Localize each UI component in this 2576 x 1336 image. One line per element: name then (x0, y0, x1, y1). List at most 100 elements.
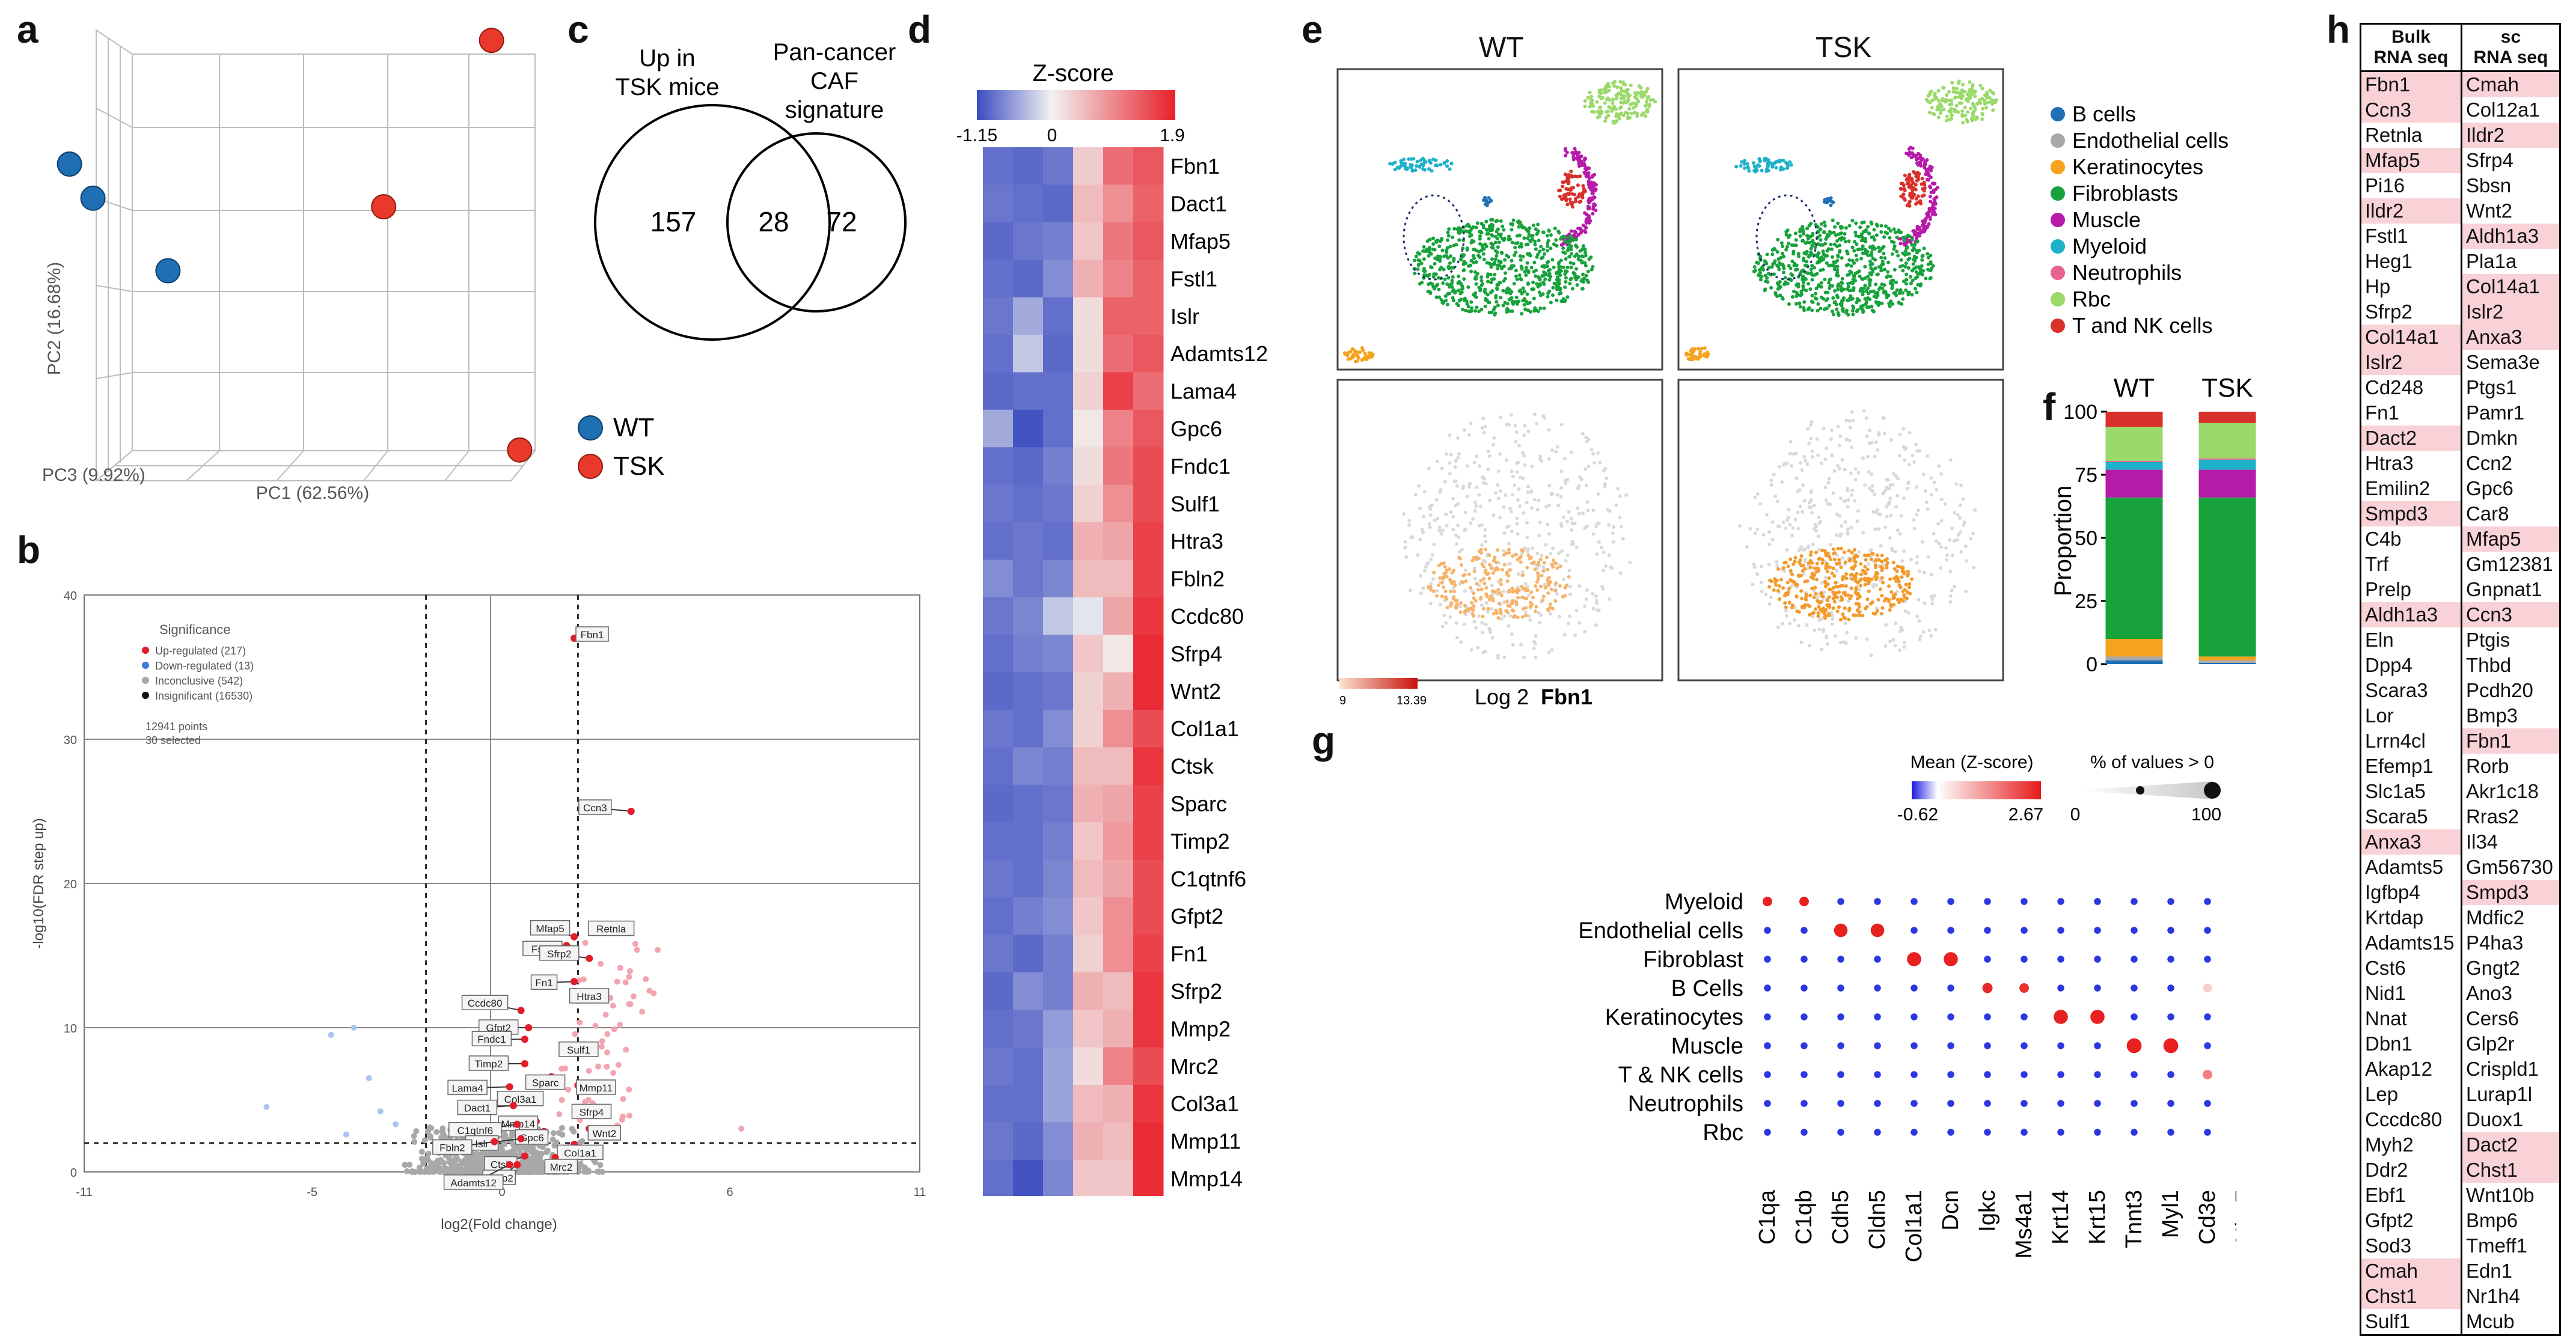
umap-fbn1-bg (1596, 451, 1600, 455)
volcano-point-sfrp2 (586, 955, 593, 962)
umap-fbn1-bg (1918, 569, 1921, 573)
umap-cell-rbc (1985, 96, 1989, 100)
umap-fbn1-expr (1491, 599, 1495, 603)
umap-cell-fibroblasts (1578, 249, 1582, 253)
umap-fbn1-bg (1612, 525, 1615, 529)
umap-cell-rbc (1937, 99, 1941, 103)
umap-fbn1-expr (1543, 561, 1546, 564)
umap-fbn1-bg (1431, 553, 1434, 557)
umap-cell-fibroblasts (1868, 271, 1872, 275)
heatmap-cell (983, 1122, 1014, 1160)
heatmap-cell (1043, 372, 1074, 410)
umap-fbn1-expr (1554, 581, 1558, 585)
heatmap-cell (1103, 897, 1134, 935)
umap-fbn1-expr (1551, 607, 1555, 611)
umap-cell-fibroblasts (1895, 250, 1898, 254)
umap-cell-fibroblasts (1862, 221, 1866, 224)
volcano-xtick: 11 (914, 1186, 926, 1199)
umap-fbn1-bg (1956, 513, 1960, 517)
umap-fbn1-expr (1472, 614, 1475, 618)
umap-fbn1-bg (1507, 563, 1511, 566)
heatmap-gene-mmp14: Mmp14 (1170, 1167, 1243, 1191)
umap-fbn1-bg (1564, 481, 1567, 485)
umap-cell-fibroblasts (1865, 300, 1868, 304)
umap-cell-fibroblasts (1427, 290, 1430, 293)
legend-down-marker (142, 662, 149, 669)
heatmap-cell (1133, 860, 1164, 898)
umap-cell-fibroblasts (1853, 279, 1857, 282)
volcano-points-note: 12941 points (145, 721, 207, 733)
heatmap-scale-max: 1.9 (1160, 126, 1185, 145)
umap-fbn1-bg (1939, 545, 1943, 549)
umap-fbn1-bg (1934, 628, 1938, 632)
umap-fbn1-bg (1765, 513, 1769, 516)
umap-cell-muscle (1582, 224, 1585, 227)
umap-fbn1-bg (1441, 528, 1445, 532)
umap-cell-fibroblasts (1455, 302, 1459, 305)
umap-fbn1-bg (1753, 565, 1757, 569)
umap-cell-fibroblasts (1446, 276, 1450, 279)
heatmap-cell (1133, 710, 1164, 748)
umap-fbn1-bg (1867, 563, 1870, 566)
volcano-point-insig (516, 1145, 522, 1151)
umap-cell-fibroblasts (1553, 227, 1557, 230)
umap-cell-fibroblasts (1538, 290, 1541, 294)
volcano-label-sfrp2: Sfrp2 (547, 948, 572, 960)
umap-cell-fibroblasts (1462, 277, 1466, 281)
umap-cell-fibroblasts (1910, 243, 1914, 246)
umap-fbn1-bg (1850, 493, 1853, 497)
umap-fbn1-bg (1869, 653, 1873, 657)
umap-cell-fibroblasts (1873, 258, 1877, 261)
umap-fbn1-bg (1865, 435, 1869, 438)
umap-fbn1-bg (1513, 424, 1517, 427)
umap-fbn1-bg (1616, 487, 1620, 490)
umap-fbn1-bg (1814, 529, 1818, 532)
umap-cell-fibroblasts (1532, 287, 1535, 291)
umap-cell-fibroblasts (1783, 282, 1787, 285)
umap-fbn1-bg (1443, 480, 1447, 484)
umap-cell-fibroblasts (1490, 278, 1494, 281)
heatmap-cell (1043, 1010, 1074, 1048)
umap-fbn1-bg (1866, 455, 1870, 459)
volcano-point-up (620, 1114, 626, 1120)
volcano-point-up (604, 1049, 610, 1055)
umap-cell-fibroblasts (1448, 261, 1452, 265)
umap-fbn1-expr (1865, 597, 1869, 601)
umap-cell-fibroblasts (1541, 230, 1545, 234)
umap-cell-fibroblasts (1546, 249, 1549, 252)
umap-fbn1-bg (1587, 465, 1591, 468)
umap-cell-fibroblasts (1515, 296, 1519, 299)
umap-cell-tnk (1558, 195, 1562, 198)
venn-overlap-count: 28 (758, 206, 789, 237)
umap-fbn1-bg (1891, 638, 1895, 641)
umap-cell-muscle (1915, 162, 1919, 165)
umap-cell-fibroblasts (1574, 267, 1578, 270)
umap-cell-rbc (1941, 99, 1944, 103)
umap-fbn1-bg (1816, 596, 1819, 599)
umap-fbn1-bg (1772, 473, 1776, 477)
umap-fbn1-bg (1888, 496, 1892, 500)
umap-fbn1-bg (1926, 454, 1929, 458)
umap-fbn1-bg (1846, 527, 1850, 531)
umap-fbn1-bg (1474, 626, 1478, 630)
umap-fbn1-expr (1537, 578, 1540, 581)
umap-cell-fibroblasts (1819, 228, 1822, 231)
umap-cell-fibroblasts (1451, 236, 1454, 239)
umap-cell-fibroblasts (1844, 240, 1847, 243)
umap-fbn1-bg (1595, 552, 1599, 556)
umap-cell-fibroblasts (1568, 282, 1571, 285)
umap-fbn1-bg (1807, 442, 1811, 445)
umap-cell-rbc (1644, 114, 1647, 118)
heatmap-cell (1133, 297, 1164, 335)
umap-fbn1-expr (1553, 589, 1557, 593)
heatmap-cell (1133, 185, 1164, 222)
heatmap-cell (1073, 635, 1104, 673)
umap-fbn1-bg (1800, 468, 1804, 472)
umap-fbn1-bg (1575, 609, 1579, 612)
umap-fbn1-bg (1556, 445, 1559, 449)
heatmap-cell (983, 147, 1014, 185)
umap-fbn1-expr (1455, 602, 1458, 606)
umap-fbn1-bg (1907, 611, 1911, 615)
umap-fbn1-bg (1915, 615, 1919, 618)
volcano-label-htra3: Htra3 (577, 991, 602, 1002)
